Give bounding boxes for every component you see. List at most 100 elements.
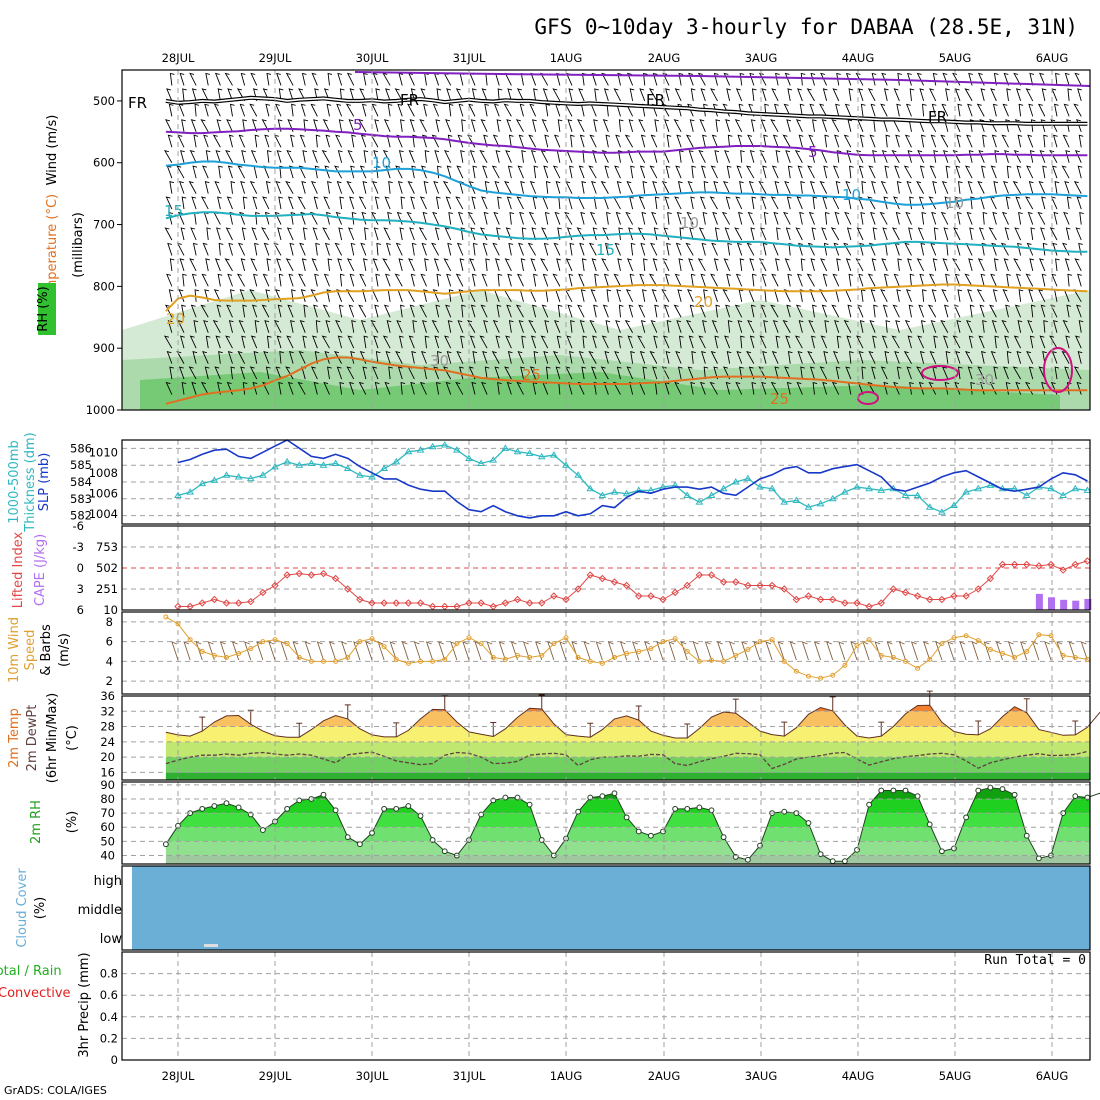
wind-barb	[1042, 165, 1047, 179]
wind-barb	[458, 103, 464, 117]
wind-barb	[1039, 258, 1046, 272]
wind-barb	[787, 273, 793, 287]
wind-barb	[750, 227, 756, 241]
wind-barb	[770, 304, 779, 318]
wind-barb	[203, 320, 209, 333]
wind-barb	[569, 165, 574, 179]
wind-barb	[666, 320, 672, 333]
wind-barb	[758, 366, 767, 380]
thickness-line	[177, 444, 1088, 513]
wind-barb	[736, 350, 743, 364]
wind-barb	[504, 258, 512, 272]
contour-label: FR	[128, 94, 147, 112]
wind10-barb	[365, 641, 373, 661]
temp-label-1: 2m Temp	[7, 708, 22, 768]
thickness-marker	[562, 461, 570, 468]
wind-barb	[894, 165, 900, 179]
wind-barb	[955, 351, 961, 364]
wind-barb	[1064, 258, 1070, 272]
wind-barb	[290, 211, 296, 225]
wind-barb	[758, 72, 767, 86]
wind-barb	[456, 165, 464, 179]
wind-barb	[831, 381, 840, 395]
wind-barb	[397, 181, 403, 194]
wind-barb	[907, 72, 912, 86]
wind-barb	[1067, 88, 1073, 101]
wind-barb	[363, 335, 369, 349]
temp-range-bar	[684, 723, 691, 738]
wind-barb	[993, 258, 999, 271]
wind-barb	[993, 181, 999, 194]
wind-barb	[798, 242, 803, 256]
wind10-barb	[219, 641, 227, 661]
contour-label: FR	[928, 108, 947, 126]
wind-barb	[884, 165, 890, 179]
wind-barb	[181, 304, 186, 318]
wind-barb	[338, 119, 344, 132]
wind-barb	[212, 134, 221, 148]
wind-barb	[1002, 289, 1009, 302]
wind-barb	[675, 165, 682, 179]
wind-barb	[737, 134, 743, 148]
panel-frame	[121, 439, 1091, 525]
wind-barb	[376, 242, 382, 256]
wind-barb	[374, 196, 380, 210]
thickness-marker	[974, 484, 983, 492]
wind-barb	[315, 134, 321, 148]
contour-label: 25	[770, 390, 789, 408]
wind-barb	[226, 196, 233, 210]
wind-barb	[783, 103, 791, 117]
wind10-barb	[1007, 641, 1016, 661]
wind-barb	[758, 180, 767, 194]
wind-barb	[638, 119, 646, 133]
wind-barb	[835, 366, 841, 380]
wind-barb	[627, 335, 634, 349]
wind-barb	[278, 273, 284, 287]
wind-barb	[824, 320, 830, 333]
wind-barb	[967, 181, 973, 194]
wind10-barb	[292, 641, 300, 661]
temp-tick: 36	[100, 689, 115, 703]
temp-tick: 28	[100, 720, 115, 734]
wind-barb	[205, 72, 210, 86]
li-marker	[671, 588, 679, 597]
wind-barb	[774, 366, 780, 380]
wind-marker	[696, 658, 702, 664]
wind-marker	[321, 658, 326, 664]
wind-barb	[362, 366, 368, 380]
wind-barb	[867, 88, 876, 102]
li-marker	[732, 578, 740, 586]
wind-barb	[977, 258, 985, 272]
li-marker	[913, 592, 922, 600]
contour-label: 30	[430, 352, 449, 370]
wind-barb	[581, 258, 587, 271]
thickness-marker	[174, 491, 182, 498]
wind-barb	[374, 119, 380, 132]
wind-barb	[225, 335, 233, 349]
li-marker	[829, 595, 837, 604]
wind-barb	[685, 320, 694, 333]
wind-barb	[691, 351, 696, 364]
wind-barb	[250, 72, 258, 86]
wind-barb	[843, 242, 852, 256]
wind-barb	[178, 180, 185, 194]
wind-barb	[615, 134, 621, 148]
thickness-marker	[186, 488, 195, 495]
wind-barb	[480, 304, 488, 318]
wind10-barb	[353, 641, 361, 661]
rh-marker	[344, 834, 351, 841]
li-marker	[525, 599, 534, 607]
wind-barb	[784, 258, 791, 272]
wind-barb	[590, 289, 597, 302]
wind-barb	[410, 381, 415, 395]
wind-barb	[1006, 165, 1012, 179]
wind10-barb	[268, 641, 276, 661]
wind-barb	[497, 273, 503, 287]
thickness-marker	[780, 498, 789, 505]
wind-barb	[532, 304, 537, 318]
wind-barb	[1073, 366, 1082, 380]
wind-barb	[678, 72, 684, 86]
wind-barb	[883, 273, 889, 287]
wind-barb	[642, 181, 648, 194]
li-marker	[853, 599, 861, 607]
